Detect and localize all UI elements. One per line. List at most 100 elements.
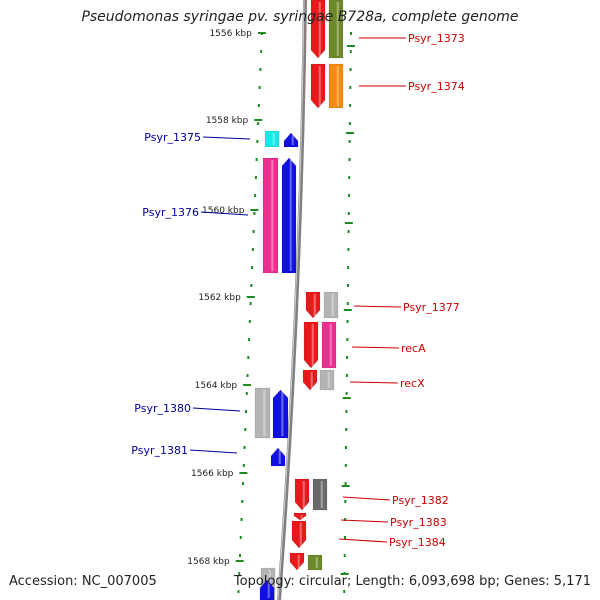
- gene-glyph: [303, 321, 319, 369]
- gene-label[interactable]: recX: [400, 377, 425, 390]
- gene-label[interactable]: Psyr_1374: [408, 80, 465, 93]
- gene-glyph: [312, 478, 328, 511]
- minor-tick: [345, 446, 348, 449]
- minor-tick: [249, 302, 252, 305]
- gene-glyph-shine: [331, 294, 334, 316]
- minor-tick: [257, 122, 260, 125]
- gene-label[interactable]: Psyr_1380: [134, 402, 191, 415]
- minor-tick: [345, 428, 348, 431]
- gene-leader-line: [189, 449, 238, 454]
- minor-tick: [348, 122, 351, 125]
- minor-tick: [343, 590, 346, 593]
- minor-tick: [343, 536, 346, 539]
- gene-glyph-shine: [313, 294, 316, 316]
- gene-label[interactable]: recA: [401, 342, 426, 355]
- ruler-label: 1560 kbp: [202, 206, 245, 216]
- gene-leader-line: [340, 519, 389, 523]
- minor-tick: [347, 230, 350, 233]
- ruler-label: 1556 kbp: [209, 29, 252, 39]
- gene-glyph: [254, 387, 271, 439]
- genome-title: Pseudomonas syringae pv. syringae B728a,…: [81, 9, 519, 25]
- minor-tick: [345, 392, 348, 395]
- minor-tick: [346, 284, 349, 287]
- gene-glyph-shine: [318, 2, 321, 56]
- minor-tick: [348, 194, 351, 197]
- gene-label[interactable]: Psyr_1383: [390, 516, 447, 529]
- gene-glyph: [289, 552, 305, 571]
- minor-tick: [349, 86, 352, 89]
- ruler-label: 1562 kbp: [198, 293, 241, 303]
- gene-glyph: [302, 369, 318, 391]
- minor-tick: [238, 572, 241, 575]
- gene-glyph: [294, 478, 310, 511]
- minor-tick: [246, 374, 249, 377]
- gene-label[interactable]: Psyr_1377: [403, 301, 460, 314]
- minor-tick: [346, 338, 349, 341]
- major-tick: [345, 132, 354, 134]
- ruler-label: 1568 kbp: [187, 557, 230, 567]
- gene-glyph: [323, 291, 339, 319]
- minor-tick: [254, 194, 257, 197]
- minor-tick: [348, 140, 351, 143]
- gene-leader-line: [200, 211, 249, 216]
- minor-tick: [348, 176, 351, 179]
- gene-label[interactable]: Psyr_1373: [408, 32, 465, 45]
- gene-glyph-shine: [336, 66, 339, 106]
- gene-leader-line: [349, 381, 399, 384]
- gene-glyph: [307, 554, 323, 571]
- genome-backbone: [277, 0, 307, 600]
- minor-tick: [244, 428, 247, 431]
- gene-leader-line: [342, 496, 391, 501]
- gene-glyph: [328, 63, 344, 109]
- minor-tick: [347, 212, 350, 215]
- gene-glyph-shine: [302, 481, 305, 508]
- gene-glyph-shine: [311, 324, 314, 366]
- minor-tick: [248, 338, 251, 341]
- gene-leader-line: [202, 136, 251, 140]
- minor-tick: [247, 356, 250, 359]
- major-tick: [254, 119, 263, 121]
- major-tick: [243, 384, 252, 386]
- minor-tick: [252, 230, 255, 233]
- gene-glyph-shine: [271, 160, 274, 271]
- minor-tick: [347, 266, 350, 269]
- minor-tick: [346, 302, 349, 305]
- minor-tick: [253, 212, 256, 215]
- gene-glyph: [293, 512, 307, 521]
- minor-tick: [238, 554, 241, 557]
- gene-glyph-shine: [315, 557, 318, 568]
- minor-tick: [349, 50, 352, 53]
- gene-label[interactable]: Psyr_1376: [142, 206, 199, 219]
- gene-glyph-shine: [291, 135, 294, 145]
- gene-label[interactable]: Psyr_1382: [392, 494, 449, 507]
- gene-leader-line: [338, 538, 388, 543]
- gene-glyph: [281, 157, 297, 274]
- minor-tick: [346, 320, 349, 323]
- gene-glyph-shine: [278, 450, 281, 464]
- gene-glyph-shine: [336, 2, 339, 56]
- minor-tick: [251, 266, 254, 269]
- minor-tick: [239, 536, 242, 539]
- minor-tick: [346, 356, 349, 359]
- gene-glyph: [305, 291, 321, 319]
- gene-label[interactable]: Psyr_1375: [144, 131, 201, 144]
- gene-glyph: [291, 520, 307, 549]
- minor-tick: [259, 68, 262, 71]
- gene-glyph-shine: [320, 481, 323, 508]
- gene-glyph-shine: [272, 133, 275, 145]
- minor-tick: [242, 482, 245, 485]
- minor-tick: [343, 554, 346, 557]
- minor-tick: [245, 410, 248, 413]
- minor-tick: [257, 104, 260, 107]
- minor-tick: [344, 500, 347, 503]
- minor-tick: [349, 32, 352, 35]
- gene-label[interactable]: Psyr_1381: [131, 444, 188, 457]
- gene-label[interactable]: Psyr_1384: [389, 536, 446, 549]
- ruler-label: 1558 kbp: [206, 116, 249, 126]
- minor-tick: [240, 518, 243, 521]
- minor-tick: [349, 68, 352, 71]
- genome-backbone-highlight: [277, 0, 305, 600]
- minor-tick: [349, 104, 352, 107]
